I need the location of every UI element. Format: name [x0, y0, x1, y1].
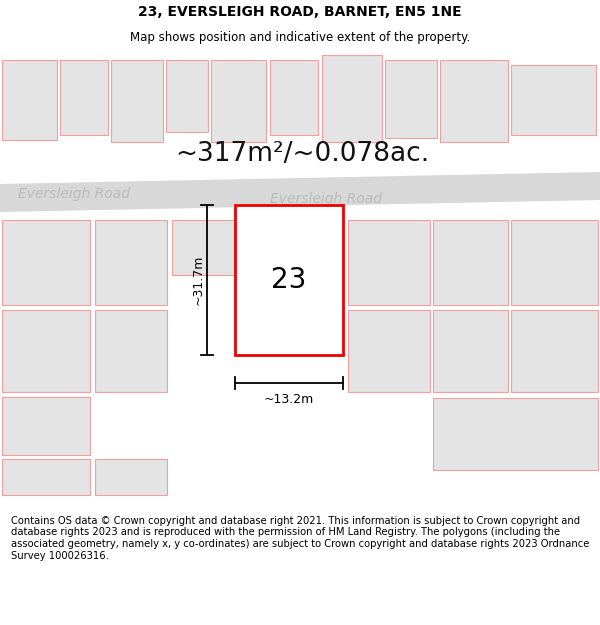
Text: Contains OS data © Crown copyright and database right 2021. This information is : Contains OS data © Crown copyright and d…: [11, 516, 589, 561]
Bar: [166, 60, 208, 132]
Bar: [511, 65, 596, 135]
Bar: [111, 60, 163, 142]
Bar: [385, 60, 437, 138]
Bar: [95, 310, 167, 392]
Text: ~31.7m: ~31.7m: [191, 255, 205, 305]
Bar: [2, 459, 90, 495]
Text: Eversleigh Road: Eversleigh Road: [18, 187, 130, 201]
Bar: [2, 310, 90, 392]
Text: Eversleigh Road: Eversleigh Road: [270, 192, 382, 206]
Text: 23: 23: [271, 266, 307, 294]
Bar: [348, 310, 430, 392]
Bar: [511, 220, 598, 305]
Text: ~13.2m: ~13.2m: [264, 393, 314, 406]
Bar: [433, 220, 508, 305]
Text: 23, EVERSLEIGH ROAD, BARNET, EN5 1NE: 23, EVERSLEIGH ROAD, BARNET, EN5 1NE: [138, 6, 462, 19]
Bar: [2, 397, 90, 455]
Text: Map shows position and indicative extent of the property.: Map shows position and indicative extent…: [130, 31, 470, 44]
Bar: [211, 60, 266, 142]
Bar: [60, 60, 108, 135]
Bar: [322, 55, 382, 142]
Bar: [433, 398, 598, 470]
Polygon shape: [0, 172, 600, 212]
Bar: [172, 220, 240, 275]
Bar: [511, 310, 598, 392]
Bar: [270, 60, 318, 135]
Bar: [433, 310, 508, 392]
Text: ~317m²/~0.078ac.: ~317m²/~0.078ac.: [175, 141, 429, 167]
Bar: [440, 60, 508, 142]
Bar: [348, 220, 430, 305]
Bar: [2, 60, 57, 140]
Bar: [235, 205, 343, 355]
Bar: [95, 459, 167, 495]
Bar: [2, 220, 90, 305]
Bar: [95, 220, 167, 305]
